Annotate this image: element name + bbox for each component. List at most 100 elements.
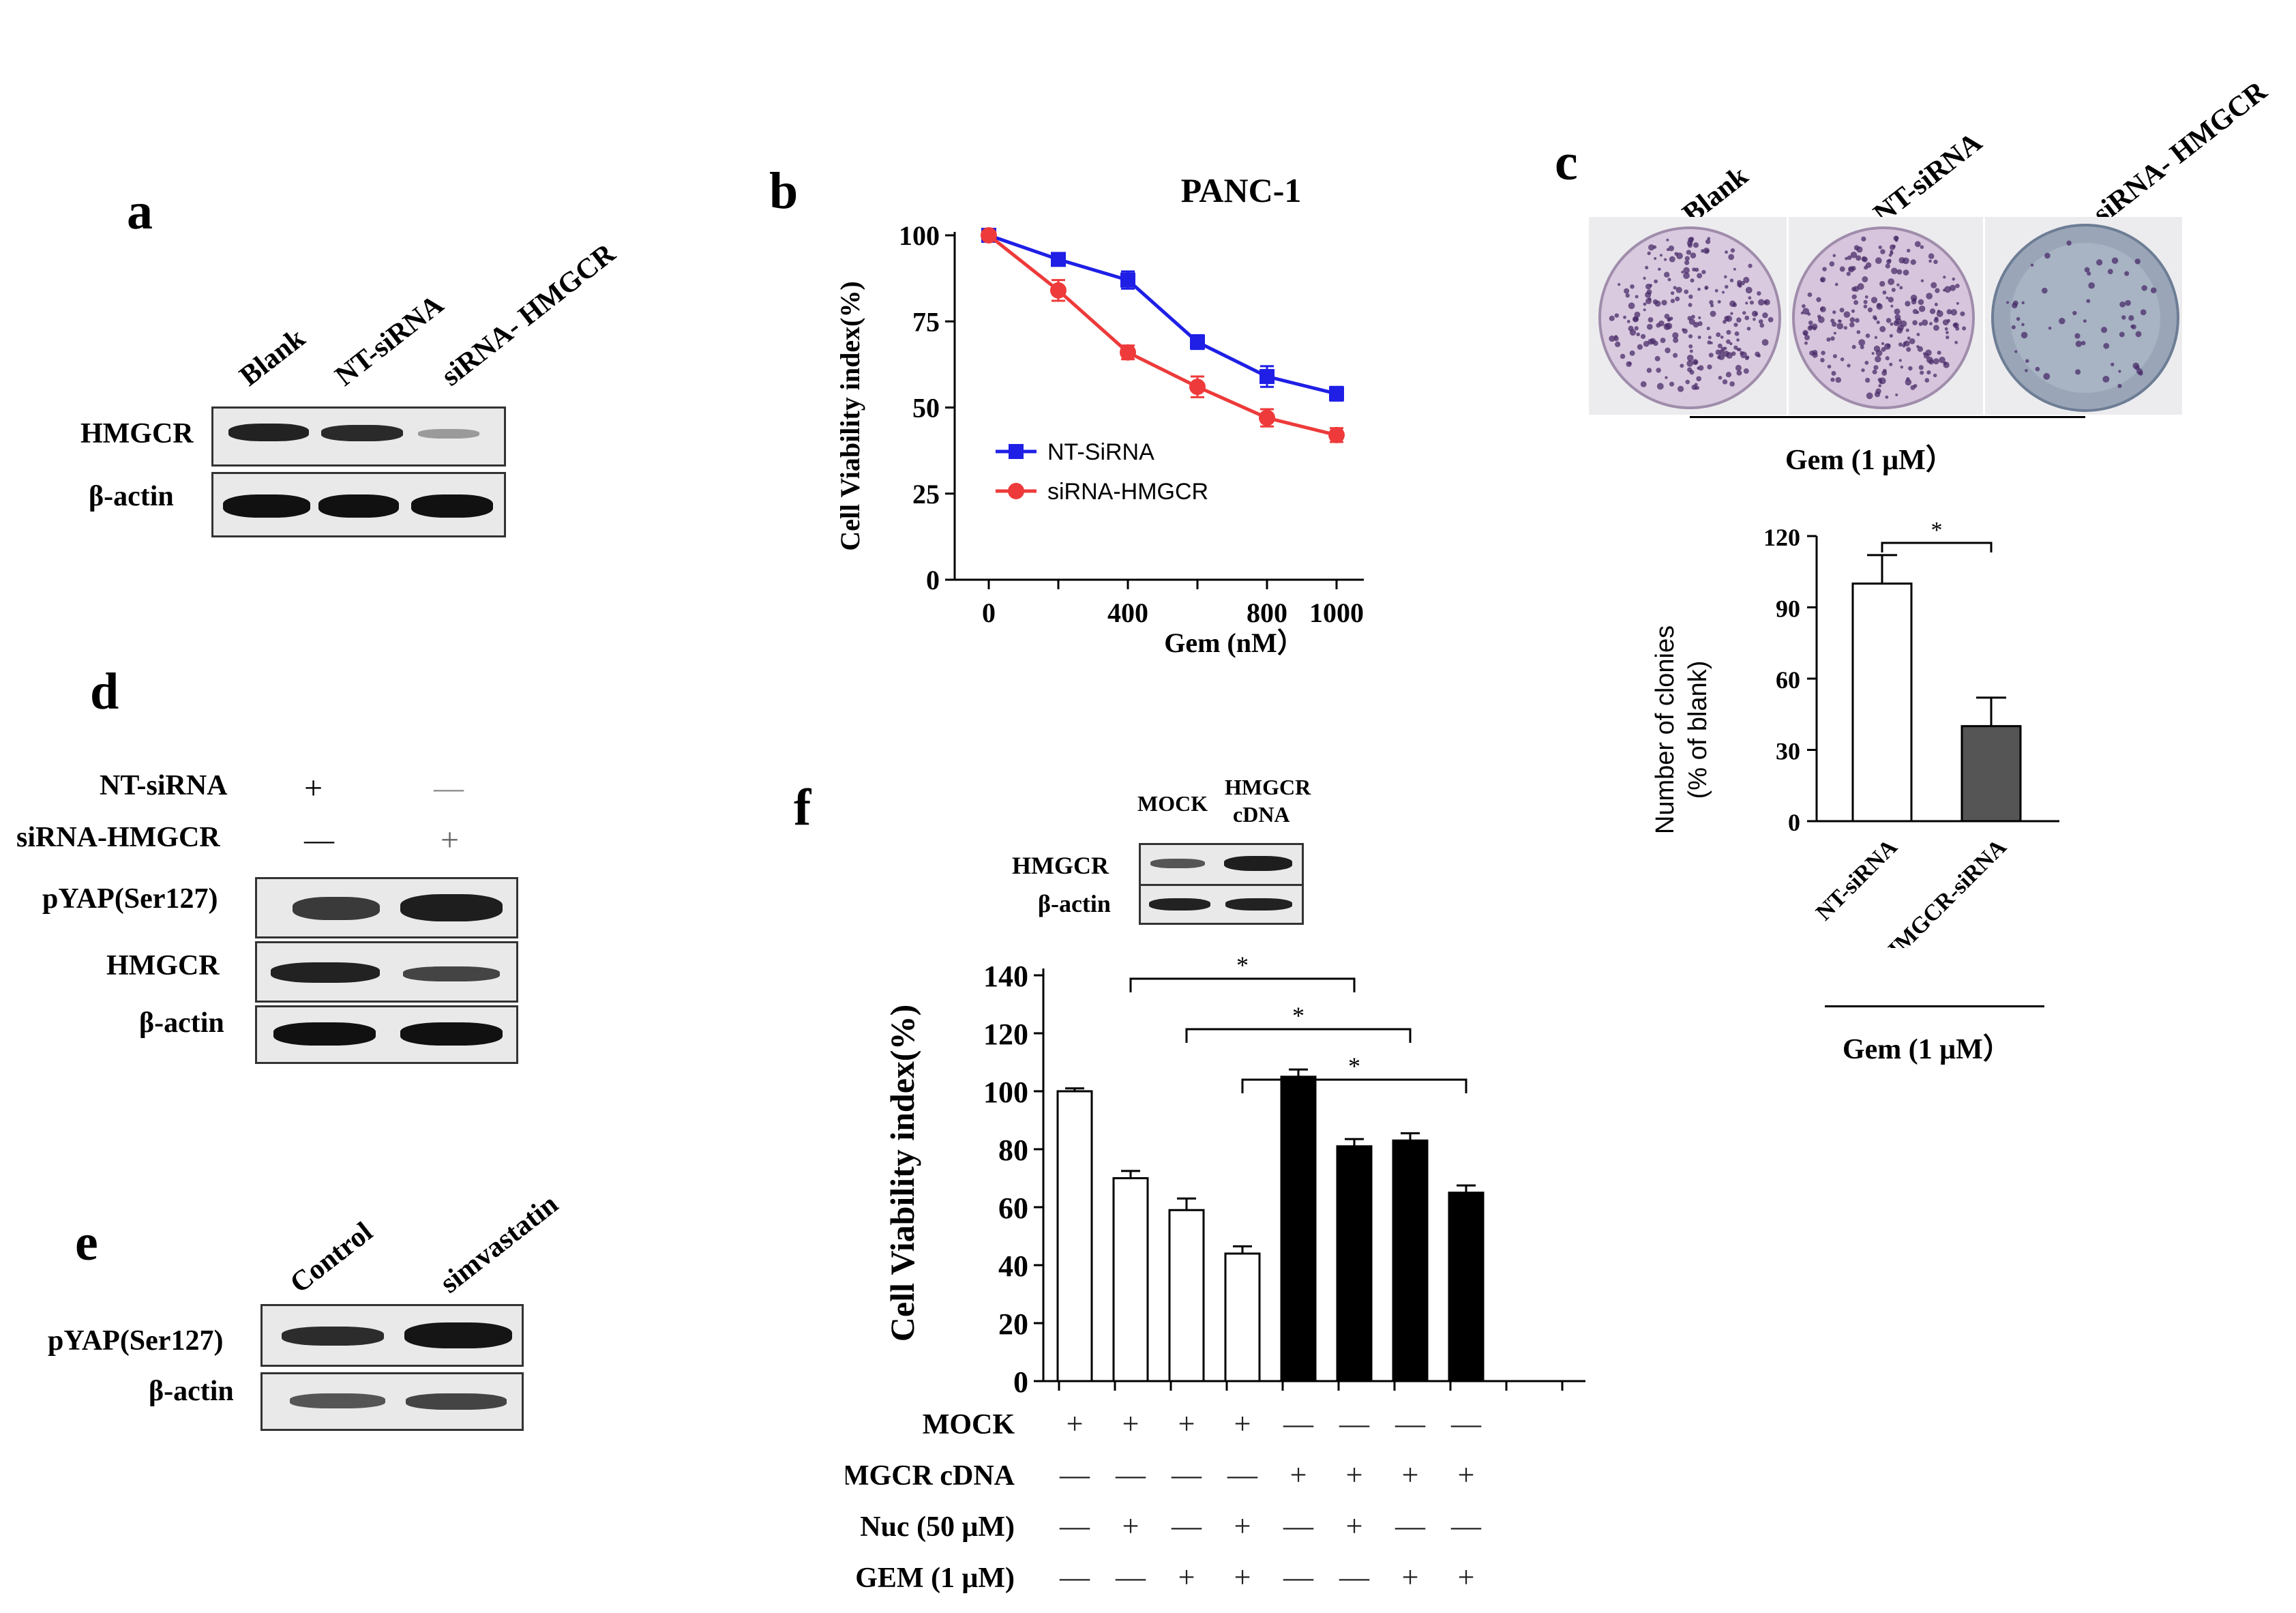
colony-dot bbox=[1894, 236, 1899, 241]
colony-dot bbox=[1738, 284, 1742, 288]
plate-label: siRNA- HMGCR bbox=[2087, 75, 2273, 231]
legend-label: NT-SiRNA bbox=[1047, 439, 1154, 465]
colony-dot bbox=[1736, 348, 1740, 351]
colony-dot bbox=[1802, 308, 1810, 315]
condition-mark: + bbox=[1234, 1407, 1251, 1440]
band bbox=[403, 966, 500, 981]
colony-dot bbox=[1864, 377, 1870, 383]
colony-dot bbox=[1648, 244, 1655, 251]
band bbox=[418, 429, 479, 439]
condition-mark: + bbox=[1122, 1407, 1139, 1440]
colony-dot bbox=[1709, 299, 1714, 305]
colony-dot bbox=[1930, 282, 1937, 288]
colony-dot bbox=[1743, 276, 1750, 284]
band bbox=[406, 1393, 507, 1410]
colony-dot bbox=[1643, 308, 1646, 312]
band bbox=[1224, 856, 1292, 871]
bar-chart-c: Number of clonies (% of blank) 0 30 60 90 12… bbox=[1651, 518, 2059, 948]
colony-dot bbox=[2125, 299, 2131, 306]
colony-dot bbox=[1885, 296, 1889, 299]
y-tick-label: 20 bbox=[998, 1307, 1028, 1341]
colony-dot bbox=[1879, 281, 1885, 287]
colony-dot bbox=[1851, 309, 1855, 313]
colony-dot bbox=[1688, 334, 1693, 339]
colony-dot bbox=[1926, 370, 1931, 375]
colony-dot bbox=[1937, 351, 1941, 355]
colony-dot bbox=[1717, 343, 1723, 349]
band bbox=[293, 897, 380, 920]
colony-dot bbox=[2111, 362, 2115, 367]
colony-dot bbox=[1885, 356, 1890, 361]
colony-dot bbox=[1609, 315, 1615, 321]
colony-dot bbox=[1725, 284, 1729, 289]
colony-dot bbox=[1955, 283, 1960, 288]
colony-dot bbox=[1697, 366, 1700, 370]
inset-row-label: β-actin bbox=[1038, 890, 1111, 917]
band bbox=[321, 425, 403, 441]
bar bbox=[1280, 1076, 1317, 1382]
condition-mark: + bbox=[1346, 1509, 1363, 1543]
colony-dot bbox=[1934, 316, 1939, 321]
colony-dot bbox=[1905, 328, 1909, 332]
condition-mark: — bbox=[1283, 1407, 1314, 1440]
colony-dot bbox=[1928, 253, 1935, 259]
significance-label: * bbox=[1292, 1002, 1304, 1029]
colony-dot bbox=[1944, 327, 1948, 331]
colony-dot bbox=[1956, 301, 1959, 305]
colony-dot bbox=[1688, 237, 1694, 243]
y-axis-label-line1: Number of clonies bbox=[1651, 625, 1680, 834]
colony-dot bbox=[1656, 383, 1664, 390]
colony-dot bbox=[1684, 256, 1690, 261]
condition-mark: + bbox=[1234, 1509, 1251, 1543]
colony-dot bbox=[1832, 254, 1836, 258]
colony-dot bbox=[1929, 308, 1936, 314]
significance-bracket bbox=[1881, 542, 1993, 552]
y-tick-label: 100 bbox=[899, 220, 940, 251]
colony-dot bbox=[1697, 321, 1703, 327]
colony-dot bbox=[1656, 368, 1661, 373]
bar bbox=[1448, 1192, 1485, 1382]
condition-mark: + bbox=[1402, 1560, 1419, 1594]
colony-dot bbox=[1917, 346, 1924, 352]
colony-dot bbox=[1899, 286, 1903, 290]
colony-dot bbox=[1831, 370, 1836, 376]
blot-actin-d bbox=[255, 1005, 518, 1064]
inset-lane-label: cDNA bbox=[1233, 802, 1290, 827]
colony-dot bbox=[1944, 286, 1952, 293]
y-tick-label: 120 bbox=[983, 1018, 1028, 1051]
colony-dot bbox=[1704, 285, 1709, 290]
colony-dot bbox=[1816, 297, 1821, 302]
band bbox=[290, 1393, 385, 1408]
y-axis-label: Cell Viability index(%) bbox=[835, 281, 865, 551]
colony-dot bbox=[1882, 368, 1887, 373]
colony-dot bbox=[1820, 357, 1825, 363]
colony-dot bbox=[1731, 351, 1736, 356]
colony-dot bbox=[1721, 291, 1725, 294]
colony-dot bbox=[1924, 378, 1930, 383]
colony-dot bbox=[1839, 266, 1845, 272]
colony-dot bbox=[2066, 240, 2072, 246]
colony-dot bbox=[1660, 338, 1666, 344]
condition-mark: + bbox=[1290, 1458, 1307, 1492]
colony-dot bbox=[1937, 310, 1941, 313]
colony-dot bbox=[2102, 375, 2110, 383]
colony-dot bbox=[1672, 332, 1679, 339]
colony-dot bbox=[1872, 369, 1877, 374]
colony-dot bbox=[1746, 327, 1751, 331]
colony-dot bbox=[2117, 383, 2122, 389]
condition-label: GEM (1 μM) bbox=[855, 1563, 1015, 1594]
colony-dot bbox=[1697, 273, 1703, 279]
condition-mark: — bbox=[1171, 1458, 1202, 1492]
colony-dot bbox=[1654, 279, 1658, 284]
colony-dot bbox=[1703, 248, 1710, 254]
colony-dot bbox=[1643, 340, 1650, 347]
colony-dot bbox=[1962, 326, 1967, 331]
colony-dot bbox=[1736, 317, 1742, 323]
plate-sheen bbox=[2010, 243, 2160, 393]
colony-dot bbox=[1707, 364, 1712, 370]
colony-dot bbox=[1934, 302, 1938, 306]
colony-dot bbox=[1843, 325, 1848, 330]
colony-dot bbox=[2081, 340, 2086, 346]
condition-label: HMGCR cDNA bbox=[846, 1460, 1015, 1492]
colony-dot bbox=[1647, 251, 1651, 256]
